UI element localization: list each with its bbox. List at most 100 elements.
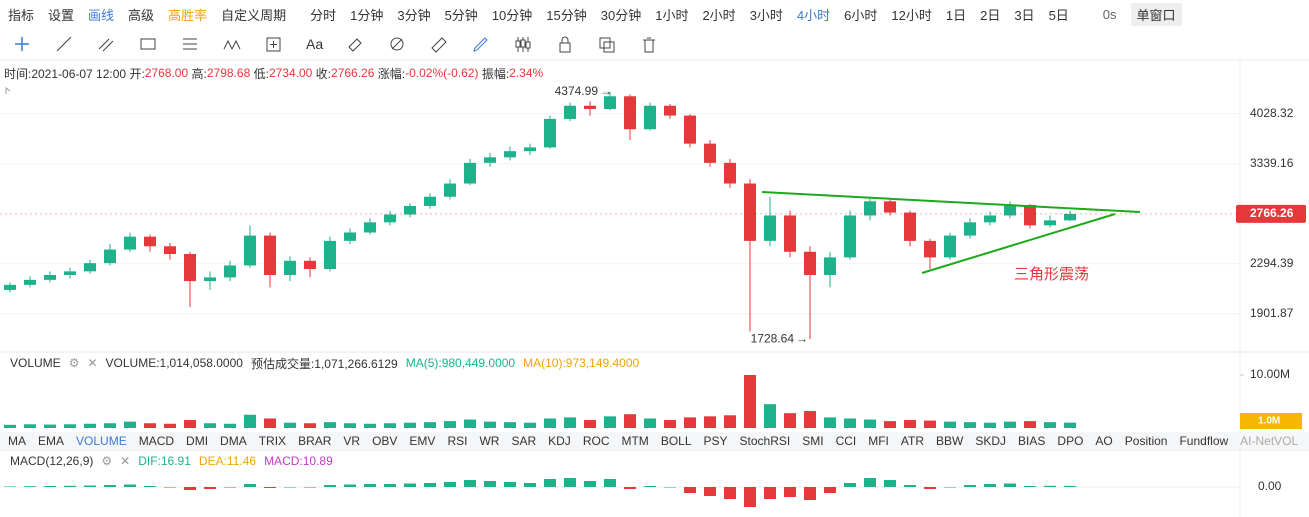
indicator-tab[interactable]: EMA <box>38 434 65 448</box>
indicator-tab[interactable]: SKDJ <box>975 434 1007 448</box>
indicator-tab[interactable]: ATR <box>900 434 925 448</box>
indicator-tab[interactable]: ROC <box>582 434 610 448</box>
indicator-tab[interactable]: SAR <box>511 434 537 448</box>
indicator-tab[interactable]: BIAS <box>1018 434 1046 448</box>
toolbar-item[interactable]: 高胜率 <box>168 7 208 23</box>
macd-bar <box>964 485 976 487</box>
indicator-tab[interactable]: VOLUME <box>76 434 127 448</box>
toolbar-item[interactable]: 指标 <box>8 7 35 23</box>
trend-line[interactable] <box>921 213 1116 274</box>
candle-body <box>984 215 996 223</box>
period-tab[interactable]: 12小时 <box>891 7 932 23</box>
indicator-tab[interactable]: MFI <box>868 434 889 448</box>
period-tab[interactable]: 3小时 <box>749 7 783 23</box>
indicator-tab[interactable]: CCI <box>835 434 857 448</box>
period-tab[interactable]: 30分钟 <box>600 7 642 23</box>
measure-tool[interactable] <box>264 35 284 53</box>
lock-tool[interactable] <box>555 35 575 53</box>
macd-bar <box>1044 485 1056 487</box>
y-tick-label: 3339.16 <box>1250 156 1294 170</box>
period-tab[interactable]: 5日 <box>1048 7 1069 23</box>
period-tab[interactable]: 1分钟 <box>350 7 384 23</box>
trend-line[interactable] <box>761 191 1141 213</box>
collapse-icon[interactable] <box>5 87 11 94</box>
indicator-tab[interactable]: DMI <box>186 434 209 448</box>
eraser-tool[interactable] <box>345 35 365 53</box>
period-tab[interactable]: 2小时 <box>702 7 736 23</box>
macd-bar <box>784 487 796 497</box>
toolbar-item[interactable]: 自定义周期 <box>221 7 287 23</box>
rect-tool[interactable] <box>138 35 158 53</box>
indicator-tab[interactable]: PSY <box>703 434 728 448</box>
crosshair-tool[interactable] <box>12 35 32 53</box>
macd-bar <box>24 486 36 487</box>
candle-body <box>4 284 16 290</box>
copy-tool[interactable] <box>597 35 617 53</box>
candle-body <box>944 235 956 258</box>
period-tab[interactable]: 10分钟 <box>491 7 533 23</box>
period-tab[interactable]: 5分钟 <box>444 7 478 23</box>
settings-icon[interactable]: ⚙ <box>101 454 113 468</box>
indicator-tab[interactable]: MACD <box>138 434 175 448</box>
pen-tool[interactable] <box>471 35 491 53</box>
indicator-tab[interactable]: VR <box>343 434 361 448</box>
volume-bar <box>64 424 76 428</box>
line-tool[interactable] <box>54 35 74 53</box>
text-tool[interactable]: Aa <box>306 36 324 52</box>
channel-tool[interactable] <box>96 35 116 53</box>
volume-bar <box>404 422 416 428</box>
indicator-tab[interactable]: Fundflow <box>1179 434 1229 448</box>
period-tab[interactable]: 1日 <box>945 7 967 23</box>
macd-value: MACD:10.89 <box>264 454 333 468</box>
indicator-tab[interactable]: StochRSI <box>739 434 791 448</box>
indicator-tab[interactable]: BBW <box>936 434 964 448</box>
toolbar-item[interactable]: 设置 <box>48 7 75 23</box>
settings-icon[interactable]: ⚙ <box>68 356 80 370</box>
macd-bar <box>1024 486 1036 487</box>
toolbar-item[interactable]: 高级 <box>128 7 155 23</box>
close-icon[interactable]: ✕ <box>87 356 98 370</box>
period-tab[interactable]: 分时 <box>310 7 337 23</box>
indicator-tab[interactable]: KDJ <box>548 434 571 448</box>
fib-tool[interactable] <box>180 35 200 53</box>
indicator-tab[interactable]: BOLL <box>660 434 692 448</box>
volume-bar <box>104 423 116 428</box>
toolbar-item[interactable]: 画线 <box>88 7 115 23</box>
macd-bar <box>644 486 656 487</box>
indicator-tab[interactable]: DPO <box>1057 434 1084 448</box>
period-tab[interactable]: 3日 <box>1014 7 1035 23</box>
volume-bar <box>1024 421 1036 428</box>
period-tab[interactable]: 1小时 <box>655 7 689 23</box>
indicator-tab[interactable]: SMI <box>802 434 824 448</box>
period-tab[interactable]: 2日 <box>980 7 1001 23</box>
indicator-tab[interactable]: AO <box>1095 434 1113 448</box>
indicator-tab[interactable]: TRIX <box>258 434 287 448</box>
indicator-tab[interactable]: Position <box>1124 434 1168 448</box>
indicator-tab[interactable]: MA <box>8 434 26 448</box>
close-icon[interactable]: ✕ <box>120 454 131 468</box>
period-tab[interactable]: 3分钟 <box>397 7 431 23</box>
indicator-tab[interactable]: EMV <box>409 434 436 448</box>
candle-tool[interactable] <box>513 35 533 53</box>
window-mode[interactable]: 单窗口 <box>1130 2 1182 26</box>
hide-tool[interactable] <box>387 35 407 53</box>
period-tab[interactable]: 15分钟 <box>546 7 587 23</box>
macd-bar <box>904 485 916 487</box>
volume-bar <box>824 417 836 428</box>
period-tab[interactable]: 6小时 <box>844 7 878 23</box>
ruler-tool[interactable] <box>429 35 449 53</box>
indicator-tab[interactable]: BRAR <box>298 434 332 448</box>
wave-tool[interactable] <box>222 35 242 53</box>
indicator-tab[interactable]: OBV <box>372 434 398 448</box>
candle-body <box>464 162 476 184</box>
candle-body <box>384 214 396 223</box>
indicator-tab[interactable]: MTM <box>621 434 649 448</box>
indicator-tab[interactable]: AI-NetVOL <box>1240 434 1299 448</box>
candle-body <box>624 96 636 130</box>
indicator-tab[interactable]: DMA <box>220 434 247 448</box>
indicator-tab[interactable]: WR <box>479 434 500 448</box>
indicator-tab[interactable]: RSI <box>447 434 468 448</box>
period-tab[interactable]: 4小时 <box>796 7 831 23</box>
delete-tool[interactable] <box>639 35 659 53</box>
